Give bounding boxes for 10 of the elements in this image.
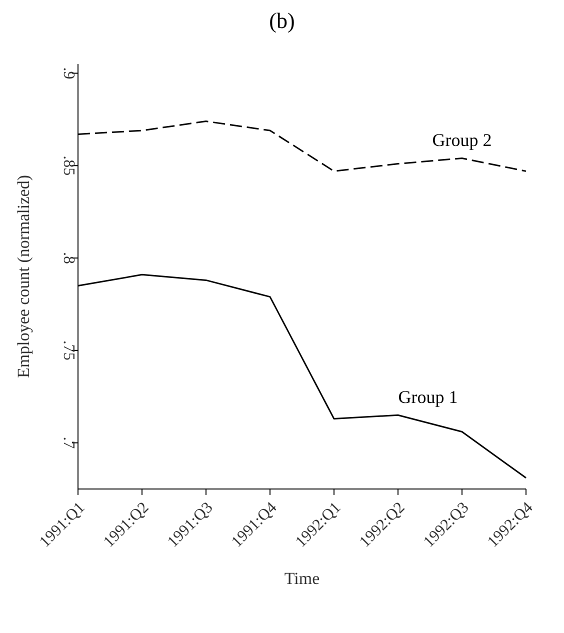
y-tick-label: .9 xyxy=(60,67,77,80)
y-tick-label: .85 xyxy=(60,156,77,176)
series-label: Group 2 xyxy=(432,130,492,150)
y-tick-label: .75 xyxy=(60,340,77,360)
y-axis-title: Employee count (normalized) xyxy=(14,175,34,378)
y-tick-label: .7 xyxy=(60,436,77,449)
series-label: Group 1 xyxy=(398,387,458,408)
x-axis-title: Time xyxy=(284,569,320,588)
chart-title: (b) xyxy=(268,8,296,34)
y-tick-label: .8 xyxy=(60,252,77,264)
